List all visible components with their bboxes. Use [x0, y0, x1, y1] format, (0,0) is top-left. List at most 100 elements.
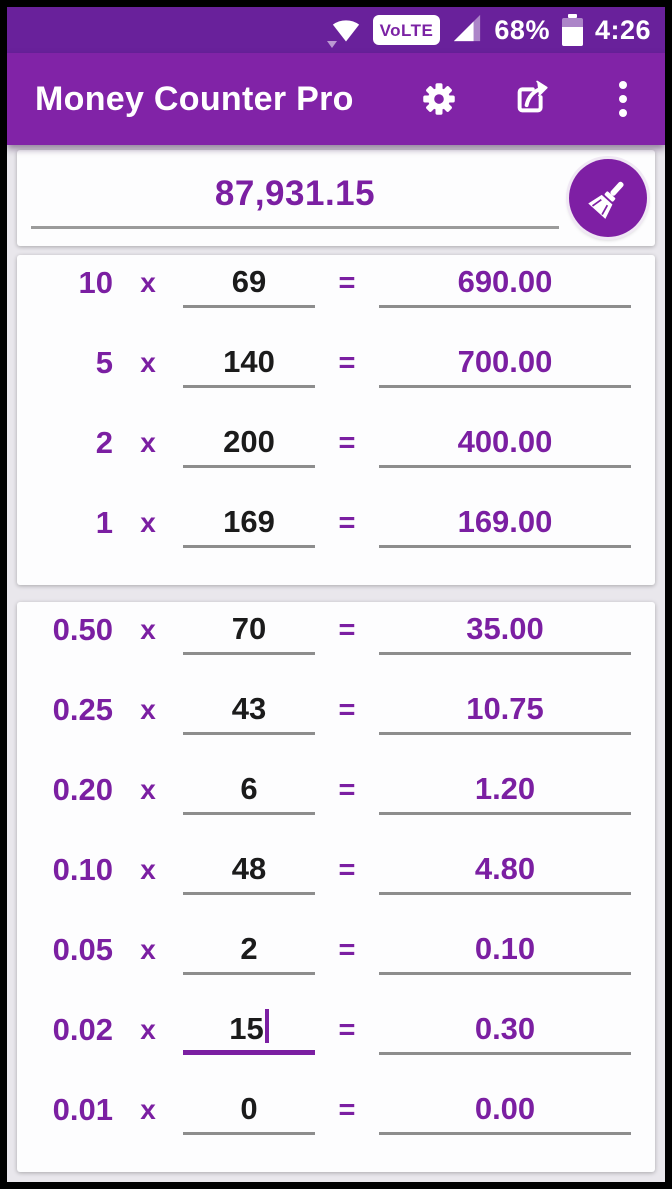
more-vert-icon — [619, 81, 627, 117]
equals-symbol: = — [338, 1094, 356, 1126]
result-field: 0.30 — [379, 1009, 631, 1055]
count-input[interactable]: 15 — [183, 1009, 315, 1055]
data-activity-icon — [326, 41, 337, 48]
denomination-label: 0.02 — [52, 1012, 113, 1047]
denomination-label: 10 — [78, 265, 113, 300]
count-input[interactable]: 140 — [183, 342, 315, 388]
multiply-symbol: x — [140, 1014, 156, 1045]
volte-label: VoLTE — [379, 20, 434, 40]
count-value: 0 — [240, 1091, 258, 1126]
result-field: 690.00 — [379, 262, 631, 308]
multiply-symbol: x — [140, 267, 156, 298]
denomination-row: 0.05 x 2 = 0.10 — [29, 924, 643, 1004]
overflow-menu-button[interactable] — [601, 77, 645, 121]
multiply-symbol: x — [140, 427, 156, 458]
denomination-row: 0.25 x 43 = 10.75 — [29, 684, 643, 764]
result-field: 0.00 — [379, 1089, 631, 1135]
volte-badge: VoLTE — [372, 15, 441, 45]
count-value: 169 — [223, 504, 275, 539]
denomination-row: 1 x 169 = 169.00 — [29, 497, 643, 577]
count-value: 140 — [223, 344, 275, 379]
equals-symbol: = — [338, 934, 356, 966]
count-value: 43 — [231, 691, 267, 726]
count-value: 69 — [231, 264, 267, 299]
clock-label: 4:26 — [594, 14, 651, 45]
denomination-label: 0.20 — [52, 772, 113, 807]
share-button[interactable] — [509, 77, 553, 121]
denomination-row: 0.50 x 70 = 35.00 — [29, 604, 643, 684]
count-input[interactable]: 48 — [183, 849, 315, 895]
count-input[interactable]: 0 — [183, 1089, 315, 1135]
multiply-symbol: x — [140, 694, 156, 725]
multiply-symbol: x — [140, 774, 156, 805]
equals-symbol: = — [338, 427, 356, 459]
denomination-row: 0.20 x 6 = 1.20 — [29, 764, 643, 844]
result-field: 700.00 — [379, 342, 631, 388]
denomination-row: 0.10 x 48 = 4.80 — [29, 844, 643, 924]
result-field: 400.00 — [379, 422, 631, 468]
count-value: 70 — [231, 611, 267, 646]
count-input[interactable]: 43 — [183, 689, 315, 735]
denomination-label: 0.10 — [52, 852, 113, 887]
multiply-symbol: x — [140, 854, 156, 885]
denomination-label: 5 — [95, 345, 113, 380]
share-icon — [517, 80, 548, 113]
count-input[interactable]: 70 — [183, 609, 315, 655]
multiply-symbol: x — [140, 347, 156, 378]
denomination-row: 5 x 140 = 700.00 — [29, 337, 643, 417]
count-input[interactable]: 2 — [183, 929, 315, 975]
denomination-label: 0.05 — [52, 932, 113, 967]
count-input[interactable]: 6 — [183, 769, 315, 815]
count-input[interactable]: 200 — [183, 422, 315, 468]
count-value: 6 — [240, 771, 258, 806]
multiply-symbol: x — [140, 934, 156, 965]
result-field: 4.80 — [379, 849, 631, 895]
status-bar: VoLTE 68% 4:26 — [7, 7, 665, 53]
battery-percent-label: 68% — [494, 14, 550, 45]
denomination-label: 1 — [95, 505, 113, 540]
total-card: 87,931.15 — [17, 150, 655, 246]
denomination-row: 10 x 69 = 690.00 — [29, 257, 643, 337]
equals-symbol: = — [338, 507, 356, 539]
equals-symbol: = — [338, 1014, 356, 1046]
gear-icon — [423, 83, 455, 115]
equals-symbol: = — [338, 267, 356, 299]
denomination-row: 0.01 x 0 = 0.00 — [29, 1084, 643, 1164]
denomination-row: 2 x 200 = 400.00 — [29, 417, 643, 497]
equals-symbol: = — [338, 854, 356, 886]
count-value: 15 — [229, 1011, 264, 1046]
clear-all-button[interactable] — [569, 159, 647, 237]
multiply-symbol: x — [140, 1094, 156, 1125]
count-value: 2 — [240, 931, 258, 966]
result-field: 0.10 — [379, 929, 631, 975]
denomination-card: 0.50 x 70 = 35.00 0.25 x 43 = 10.75 0.20… — [17, 602, 655, 1172]
text-cursor — [264, 1009, 269, 1043]
multiply-symbol: x — [140, 507, 156, 538]
denomination-row: 0.02 x 15 = 0.30 — [29, 1004, 643, 1084]
count-input[interactable]: 69 — [183, 262, 315, 308]
denomination-label: 0.25 — [52, 692, 113, 727]
app-bar: Money Counter Pro — [7, 53, 665, 145]
settings-button[interactable] — [417, 77, 461, 121]
denomination-label: 0.50 — [52, 612, 113, 647]
equals-symbol: = — [338, 347, 356, 379]
result-field: 169.00 — [379, 502, 631, 548]
multiply-symbol: x — [140, 614, 156, 645]
total-amount-field: 87,931.15 — [31, 168, 559, 229]
count-value: 48 — [231, 851, 267, 886]
app-bar-actions — [417, 77, 645, 121]
equals-symbol: = — [338, 694, 356, 726]
equals-symbol: = — [338, 614, 356, 646]
wifi-icon — [326, 14, 361, 48]
result-field: 1.20 — [379, 769, 631, 815]
cards-container: 10 x 69 = 690.00 5 x 140 = 700.00 2 x 20… — [7, 255, 665, 1172]
count-value: 200 — [223, 424, 275, 459]
denomination-label: 0.01 — [52, 1092, 113, 1127]
battery-icon — [561, 14, 583, 46]
result-field: 10.75 — [379, 689, 631, 735]
broom-icon — [588, 181, 624, 219]
denomination-label: 2 — [95, 425, 113, 460]
count-input[interactable]: 169 — [183, 502, 315, 548]
equals-symbol: = — [338, 774, 356, 806]
